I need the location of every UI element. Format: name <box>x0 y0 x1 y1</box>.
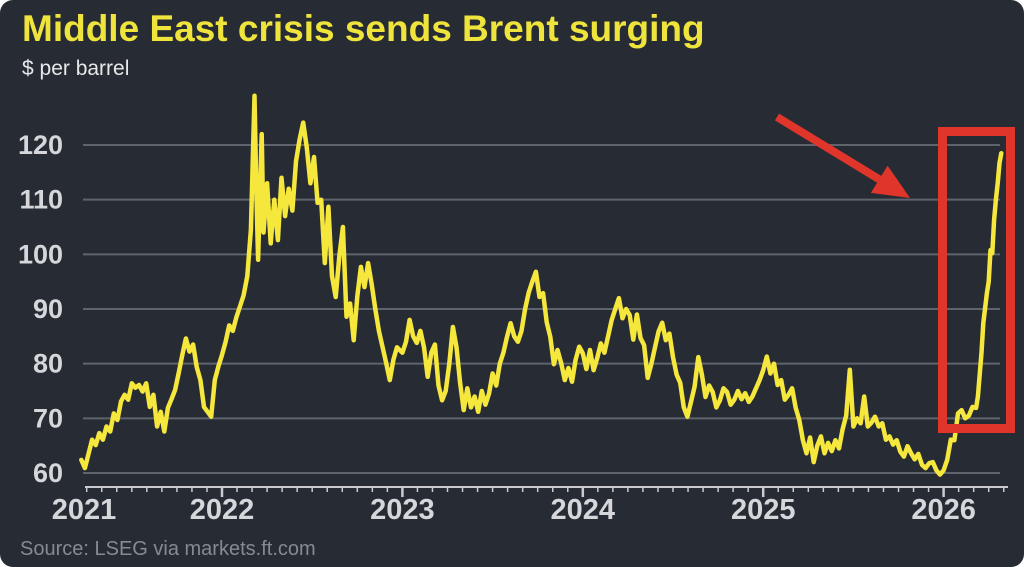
y-tick-label-60: 60 <box>33 458 63 488</box>
y-tick-label-70: 70 <box>33 403 63 433</box>
y-tick-label-120: 120 <box>18 130 63 160</box>
spike-highlight-box <box>938 127 1015 433</box>
y-tick-label-110: 110 <box>19 185 63 215</box>
x-tick-label-2024: 2024 <box>551 494 616 526</box>
x-tick-label-2025: 2025 <box>731 494 796 526</box>
y-tick-label-100: 100 <box>18 239 63 269</box>
spike-pointer-arrow-shaft <box>774 113 882 183</box>
spike-pointer-arrow-head <box>870 165 910 198</box>
x-tick-label-2023: 2023 <box>370 494 435 526</box>
chart-title: Middle East crisis sends Brent surging <box>22 8 705 49</box>
brent-price-line <box>79 93 1004 477</box>
y-tick-label-80: 80 <box>33 349 63 379</box>
x-tick-label-2021: 2021 <box>52 494 117 526</box>
chart-source: Source: LSEG via markets.ft.com <box>20 538 316 560</box>
y-tick-label-90: 90 <box>33 294 63 324</box>
x-tick-label-2026: 2026 <box>911 494 976 526</box>
x-tick-label-2022: 2022 <box>190 494 255 526</box>
chart-unit-label: $ per barrel <box>22 57 130 80</box>
